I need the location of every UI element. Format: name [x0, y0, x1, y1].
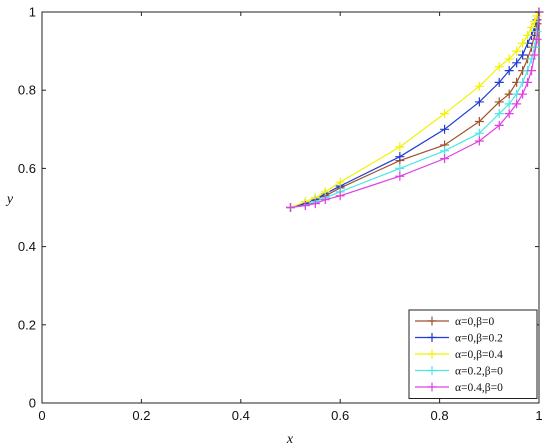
data-point	[335, 191, 345, 201]
legend-label: α=0,β=0.2	[455, 333, 503, 345]
data-point	[504, 66, 514, 76]
x-tick-label: 0.6	[331, 408, 349, 423]
data-point	[518, 50, 528, 60]
legend: α=0,β=0 α=0,β=0.2 α=0,β=0.4 α=0.2,β=0 α=0.4,…	[408, 309, 538, 399]
legend-item: α=0.4,β=0	[415, 382, 503, 394]
x-tick-label: 0.2	[132, 408, 150, 423]
series-0	[286, 7, 544, 212]
series-line	[290, 11, 540, 209]
data-point	[512, 58, 522, 68]
data-point	[440, 154, 450, 164]
y-tick-label: 0.4	[18, 239, 36, 254]
legend-item: α=0,β=0	[415, 316, 494, 328]
x-tick-label: 0	[38, 408, 45, 423]
data-point	[532, 34, 542, 44]
plot-area	[41, 11, 540, 404]
data-point	[395, 163, 405, 173]
data-point	[286, 203, 295, 212]
y-tick-label: 0	[29, 396, 36, 411]
series-3	[286, 7, 544, 212]
x-tick-label: 1	[535, 408, 542, 423]
data-point	[395, 142, 405, 152]
series-1	[286, 7, 544, 212]
data-point	[512, 99, 522, 109]
legend-item: α=0,β=0.2	[415, 333, 503, 345]
y-tick-label: 1	[29, 5, 36, 20]
data-point	[474, 136, 484, 146]
series-line	[290, 11, 540, 209]
data-point	[512, 46, 522, 56]
series-line	[290, 11, 540, 209]
data-point	[494, 77, 504, 87]
data-point	[440, 146, 450, 156]
data-point	[518, 38, 528, 48]
data-point	[474, 128, 484, 138]
legend-label: α=0.4,β=0	[455, 382, 503, 394]
legend-item: α=0,β=0.4	[415, 349, 503, 361]
data-point	[335, 177, 345, 187]
x-tick-label: 0.4	[232, 408, 250, 423]
data-point	[523, 77, 533, 87]
data-point	[494, 62, 504, 72]
plot-frame	[41, 11, 540, 404]
data-point	[527, 66, 537, 76]
legend-label: α=0.2,β=0	[455, 366, 503, 378]
legend-label: α=0,β=0.4	[455, 349, 503, 361]
data-point	[504, 109, 514, 119]
data-point	[518, 89, 528, 99]
data-point	[395, 152, 405, 162]
data-point	[504, 54, 514, 64]
series-line	[290, 11, 540, 209]
legend-swatch-marker	[427, 316, 437, 326]
legend-label: α=0,β=0	[455, 316, 494, 328]
data-point	[300, 201, 310, 211]
legend-swatch-marker	[427, 349, 437, 359]
ticks-layer: 0 0.2 0.4 0.6 0.8 1 0 0.2 0.4 0.6 0.8 1	[18, 5, 543, 424]
y-tick-label: 0.8	[18, 83, 36, 98]
data-point	[530, 42, 540, 52]
data-point	[474, 81, 484, 91]
data-point	[527, 23, 537, 33]
y-tick-label: 0.2	[18, 317, 36, 332]
y-axis-label: y	[5, 192, 14, 207]
series-layer	[286, 7, 544, 212]
data-point	[474, 97, 484, 107]
series-4	[286, 7, 544, 212]
y-tick-label: 0.6	[18, 161, 36, 176]
data-point	[494, 120, 504, 130]
data-point	[523, 30, 533, 40]
data-point	[532, 11, 542, 21]
legend-swatch-marker	[427, 382, 437, 392]
legend-item: α=0.2,β=0	[415, 366, 503, 378]
data-point	[440, 109, 450, 119]
series-2	[286, 7, 544, 212]
data-point	[530, 50, 540, 60]
data-point	[494, 97, 504, 107]
x-tick-label: 0.8	[431, 408, 449, 423]
data-point	[395, 171, 405, 181]
x-axis-label: x	[286, 432, 294, 447]
data-point	[320, 195, 330, 205]
data-point	[494, 109, 504, 119]
data-point	[474, 116, 484, 126]
data-point	[440, 124, 450, 134]
legend-swatch-marker	[427, 333, 437, 342]
series-line	[290, 11, 540, 209]
data-point	[310, 199, 320, 209]
legend-swatch-marker	[427, 366, 437, 375]
